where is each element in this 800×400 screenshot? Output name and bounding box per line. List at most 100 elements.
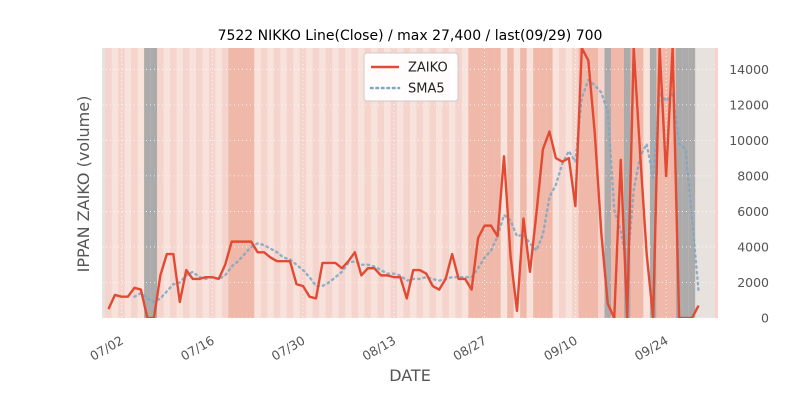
- day-band-strong: [468, 48, 475, 318]
- day-band-grey: [688, 48, 696, 318]
- day-band: [390, 48, 398, 318]
- day-band-strong: [533, 48, 540, 318]
- day-band: [299, 48, 307, 318]
- day-band: [351, 48, 359, 318]
- day-band-strong: [578, 48, 586, 318]
- day-band: [170, 48, 177, 318]
- day-band-grey: [604, 48, 612, 318]
- day-band: [422, 48, 430, 318]
- day-band: [338, 48, 346, 318]
- day-band-strong: [507, 48, 514, 318]
- day-band: [332, 48, 339, 318]
- day-band-strong: [234, 48, 242, 318]
- day-band-strong: [474, 48, 482, 318]
- day-band-grey: [682, 48, 689, 318]
- chart-title: 7522 NIKKO Line(Close) / max 27,400 / la…: [218, 28, 603, 44]
- day-band-grey: [144, 48, 151, 318]
- legend-label-sma5: SMA5: [408, 82, 445, 97]
- day-band: [189, 48, 197, 318]
- day-band: [131, 48, 138, 318]
- day-band-strong: [611, 48, 618, 318]
- day-band-strong: [487, 48, 495, 318]
- day-band: [196, 48, 203, 318]
- day-band: [118, 48, 125, 318]
- day-band: [448, 48, 456, 318]
- day-band: [559, 48, 566, 318]
- day-band-strong: [241, 48, 248, 318]
- day-band-strong: [481, 48, 488, 318]
- x-tick-label: 07/30: [269, 333, 308, 364]
- day-band: [384, 48, 391, 318]
- y-tick-label: 12000: [729, 97, 769, 112]
- day-band: [643, 48, 650, 318]
- x-tick-label: 08/27: [450, 333, 489, 364]
- day-band-grey: [623, 48, 631, 318]
- day-band: [260, 48, 268, 318]
- day-band: [124, 48, 132, 318]
- day-band-strong: [520, 48, 527, 318]
- day-band: [208, 48, 216, 318]
- x-tick-label: 08/13: [360, 333, 399, 364]
- y-axis: 0 2000 4000 6000 8000 10000 12000 14000: [729, 62, 769, 326]
- day-band: [137, 48, 145, 318]
- day-band: [442, 48, 449, 318]
- day-band: [202, 48, 209, 318]
- day-band: [714, 48, 718, 318]
- day-band: [111, 48, 119, 318]
- day-band-strong: [585, 48, 592, 318]
- day-band: [157, 48, 164, 318]
- x-tick-label: 09/10: [541, 333, 580, 364]
- day-band-strong: [669, 48, 676, 318]
- series-line-sma5: [133, 78, 700, 304]
- day-band-strong: [662, 48, 670, 318]
- day-band-strong: [656, 48, 663, 318]
- day-band-grey: [675, 48, 683, 318]
- legend-label-zaiko: ZAIKO: [408, 61, 448, 76]
- day-band: [513, 48, 521, 318]
- day-band: [254, 48, 261, 318]
- day-band: [163, 48, 171, 318]
- day-band: [416, 48, 423, 318]
- day-band-strong: [591, 48, 599, 318]
- day-band: [364, 48, 372, 318]
- day-band: [429, 48, 436, 318]
- day-band: [455, 48, 462, 318]
- day-band: [105, 48, 112, 318]
- x-axis: 07/02 07/16 07/30 08/13 08/27 09/10 09/24: [87, 333, 670, 364]
- day-band: [410, 48, 417, 318]
- day-band-strong: [630, 48, 637, 318]
- day-band-strong: [494, 48, 501, 318]
- legend: ZAIKO SMA5: [363, 52, 459, 102]
- day-band: [500, 48, 508, 318]
- day-band: [273, 48, 281, 318]
- day-band: [377, 48, 385, 318]
- day-band: [325, 48, 333, 318]
- day-band: [280, 48, 287, 318]
- day-band: [565, 48, 573, 318]
- day-band: [598, 48, 605, 318]
- day-band: [461, 48, 469, 318]
- y-tick-label: 4000: [737, 239, 769, 254]
- day-band: [403, 48, 410, 318]
- day-band: [183, 48, 190, 318]
- day-band: [293, 48, 300, 318]
- day-band: [312, 48, 320, 318]
- day-band: [306, 48, 313, 318]
- day-band: [397, 48, 404, 318]
- y-tick-label: 10000: [729, 133, 769, 148]
- y-tick-label: 6000: [737, 204, 769, 219]
- series-line-zaiko: [107, 48, 700, 318]
- day-band: [319, 48, 326, 318]
- day-band-pale: [695, 48, 702, 318]
- day-band: [358, 48, 365, 318]
- day-band: [526, 48, 534, 318]
- day-band-strong: [228, 48, 235, 318]
- day-band-grey: [649, 48, 657, 318]
- day-band: [371, 48, 378, 318]
- x-axis-label: DATE: [389, 366, 431, 385]
- day-band: [286, 48, 294, 318]
- y-tick-label: 2000: [737, 275, 769, 290]
- day-band-strong: [636, 48, 644, 318]
- day-band-pale: [102, 48, 106, 318]
